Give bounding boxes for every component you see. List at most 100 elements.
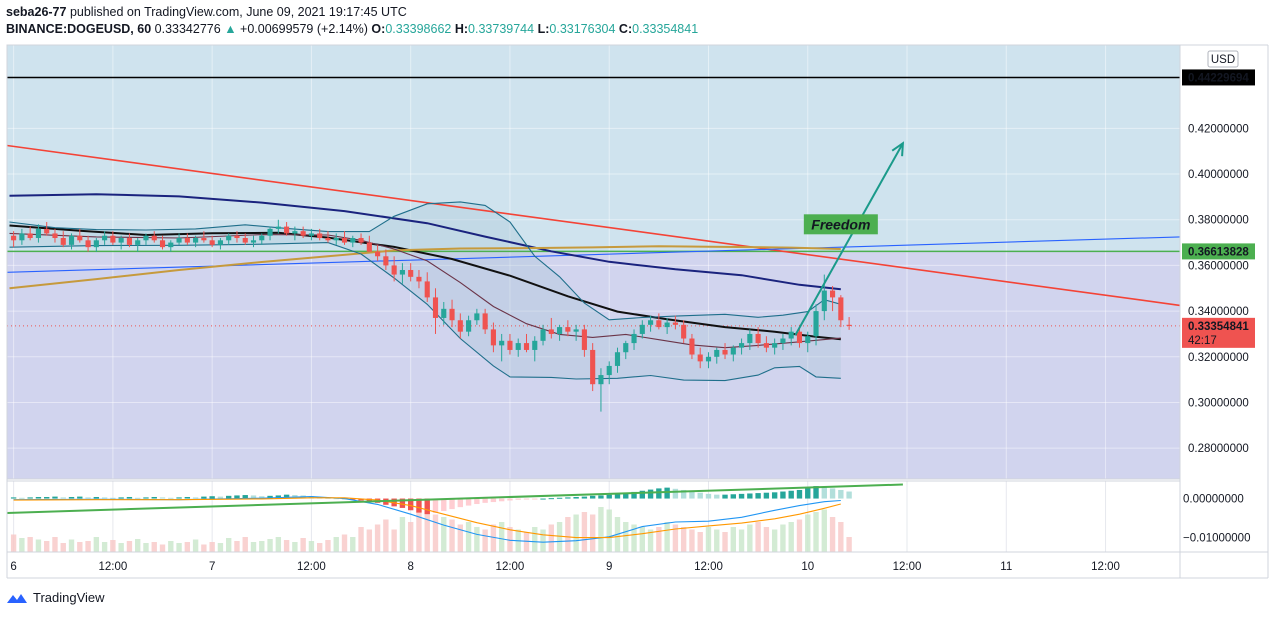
volume-bar-28: [242, 537, 248, 552]
volume-bar-10: [93, 537, 100, 552]
candle-body-70: [590, 349, 596, 385]
candle-body-79: [664, 322, 670, 328]
volume-bar-84: [705, 527, 712, 552]
macd-hist-bar-89: [747, 493, 753, 499]
zone-box-0: [7, 45, 1180, 252]
time-tick-label: 12:00: [893, 561, 922, 573]
volume-bar-2: [27, 537, 33, 552]
volume-bar-36: [308, 541, 315, 552]
tradingview-logo[interactable]: TradingView: [6, 590, 105, 605]
candle-body-101: [846, 324, 852, 326]
volume-bar-34: [292, 542, 298, 552]
symbol-name: BINANCE:DOGEUSD, 60: [6, 22, 152, 36]
macd-hist-bar-57: [482, 498, 488, 503]
macd-hist-bar-58: [490, 498, 497, 503]
macd-hist-bar-41: [350, 498, 356, 500]
volume-bar-16: [143, 543, 149, 552]
volume-bar-66: [556, 522, 563, 552]
volume-bar-55: [465, 522, 472, 552]
candle-body-4: [44, 228, 50, 234]
candle-body-87: [730, 347, 736, 355]
volume-bar-47: [399, 517, 406, 552]
open-label: O:: [371, 22, 386, 36]
candle-body-19: [168, 242, 174, 248]
macd-hist-bar-29: [250, 495, 257, 499]
candle-body-92: [772, 343, 778, 348]
volume-bar-94: [788, 522, 794, 552]
last-price: 0.33342776: [154, 22, 221, 36]
candle-body-59: [499, 340, 505, 346]
macd-hist-bar-62: [523, 498, 530, 500]
volume-bar-18: [159, 544, 166, 552]
price-tick-label: 0.42000000: [1188, 123, 1249, 135]
price-tick-label: 0.32000000: [1188, 352, 1249, 364]
tradingview-brand: TradingView: [33, 590, 105, 605]
macd-hist-bar-90: [755, 493, 761, 499]
volume-bar-40: [341, 534, 348, 552]
macd-hist-bar-4: [44, 496, 50, 499]
author-name: seba26-77: [6, 5, 67, 19]
volume-bar-83: [697, 532, 703, 552]
macd-hist-bar-83: [697, 492, 703, 499]
candle-body-41: [350, 238, 356, 243]
freedom-label-box: [803, 214, 878, 235]
volume-bar-53: [449, 519, 455, 552]
macd-hist-bar-18: [159, 497, 166, 499]
macd-hist-bar-16: [143, 497, 149, 499]
currency-label: USD: [1211, 54, 1235, 66]
volume-bar-99: [829, 517, 836, 552]
macd-hist-bar-75: [631, 491, 637, 499]
macd-hist-bar-54: [457, 498, 464, 508]
candle-body-31: [267, 228, 273, 236]
volume-bar-39: [333, 537, 339, 552]
candle-body-20: [176, 238, 182, 243]
candle-body-97: [813, 311, 819, 337]
candle-body-21: [184, 238, 190, 243]
candle-body-51: [432, 297, 439, 318]
macd-hist-bar-53: [449, 498, 455, 510]
volume-bar-42: [358, 527, 364, 552]
macd-hist-bar-84: [705, 493, 712, 499]
indicator-bb-lower: [9, 242, 841, 382]
macd-hist-bar-48: [407, 498, 414, 511]
candle-body-1: [19, 233, 25, 241]
macd-hist-bar-14: [126, 496, 133, 499]
candle-body-64: [540, 329, 546, 341]
macd-hist-bar-0: [10, 497, 17, 499]
candle-body-94: [788, 331, 794, 339]
volume-bar-100: [838, 522, 844, 552]
volume-bar-32: [275, 537, 282, 552]
macd-hist-bar-81: [680, 489, 687, 499]
candle-body-45: [383, 256, 389, 266]
volume-bar-101: [846, 537, 852, 552]
macd-hist-bar-22: [192, 497, 199, 499]
price-tick-label: 0.28000000: [1188, 443, 1249, 455]
macd-hist-bar-99: [829, 488, 836, 499]
volume-bar-22: [192, 539, 199, 552]
macd-hist-bar-71: [598, 495, 604, 499]
macd-hist-bar-86: [722, 494, 728, 499]
volume-bar-58: [490, 524, 497, 552]
macd-hist-bar-93: [780, 491, 786, 499]
volume-bar-86: [722, 532, 728, 552]
macd-hist-bar-23: [201, 496, 207, 499]
candle-body-99: [830, 290, 836, 298]
price-tick-label: 0.34000000: [1188, 306, 1249, 318]
volume-bar-20: [176, 543, 182, 552]
candle-body-38: [325, 238, 331, 241]
macd-hist-bar-67: [565, 497, 571, 499]
volume-bar-9: [85, 541, 91, 552]
volume-bar-92: [771, 529, 778, 552]
candle-body-93: [780, 338, 786, 344]
macd-hist-bar-60: [507, 498, 513, 501]
volume-bar-75: [631, 524, 637, 552]
candle-body-0: [11, 235, 17, 241]
price-label-1: 0.36613828: [1182, 243, 1255, 260]
macd-hist-bar-2: [27, 497, 33, 499]
candle-body-96: [805, 336, 811, 344]
close-label: C:: [618, 22, 633, 36]
volume-bar-74: [623, 522, 629, 552]
candle-body-67: [565, 327, 571, 332]
candle-body-83: [697, 354, 703, 362]
